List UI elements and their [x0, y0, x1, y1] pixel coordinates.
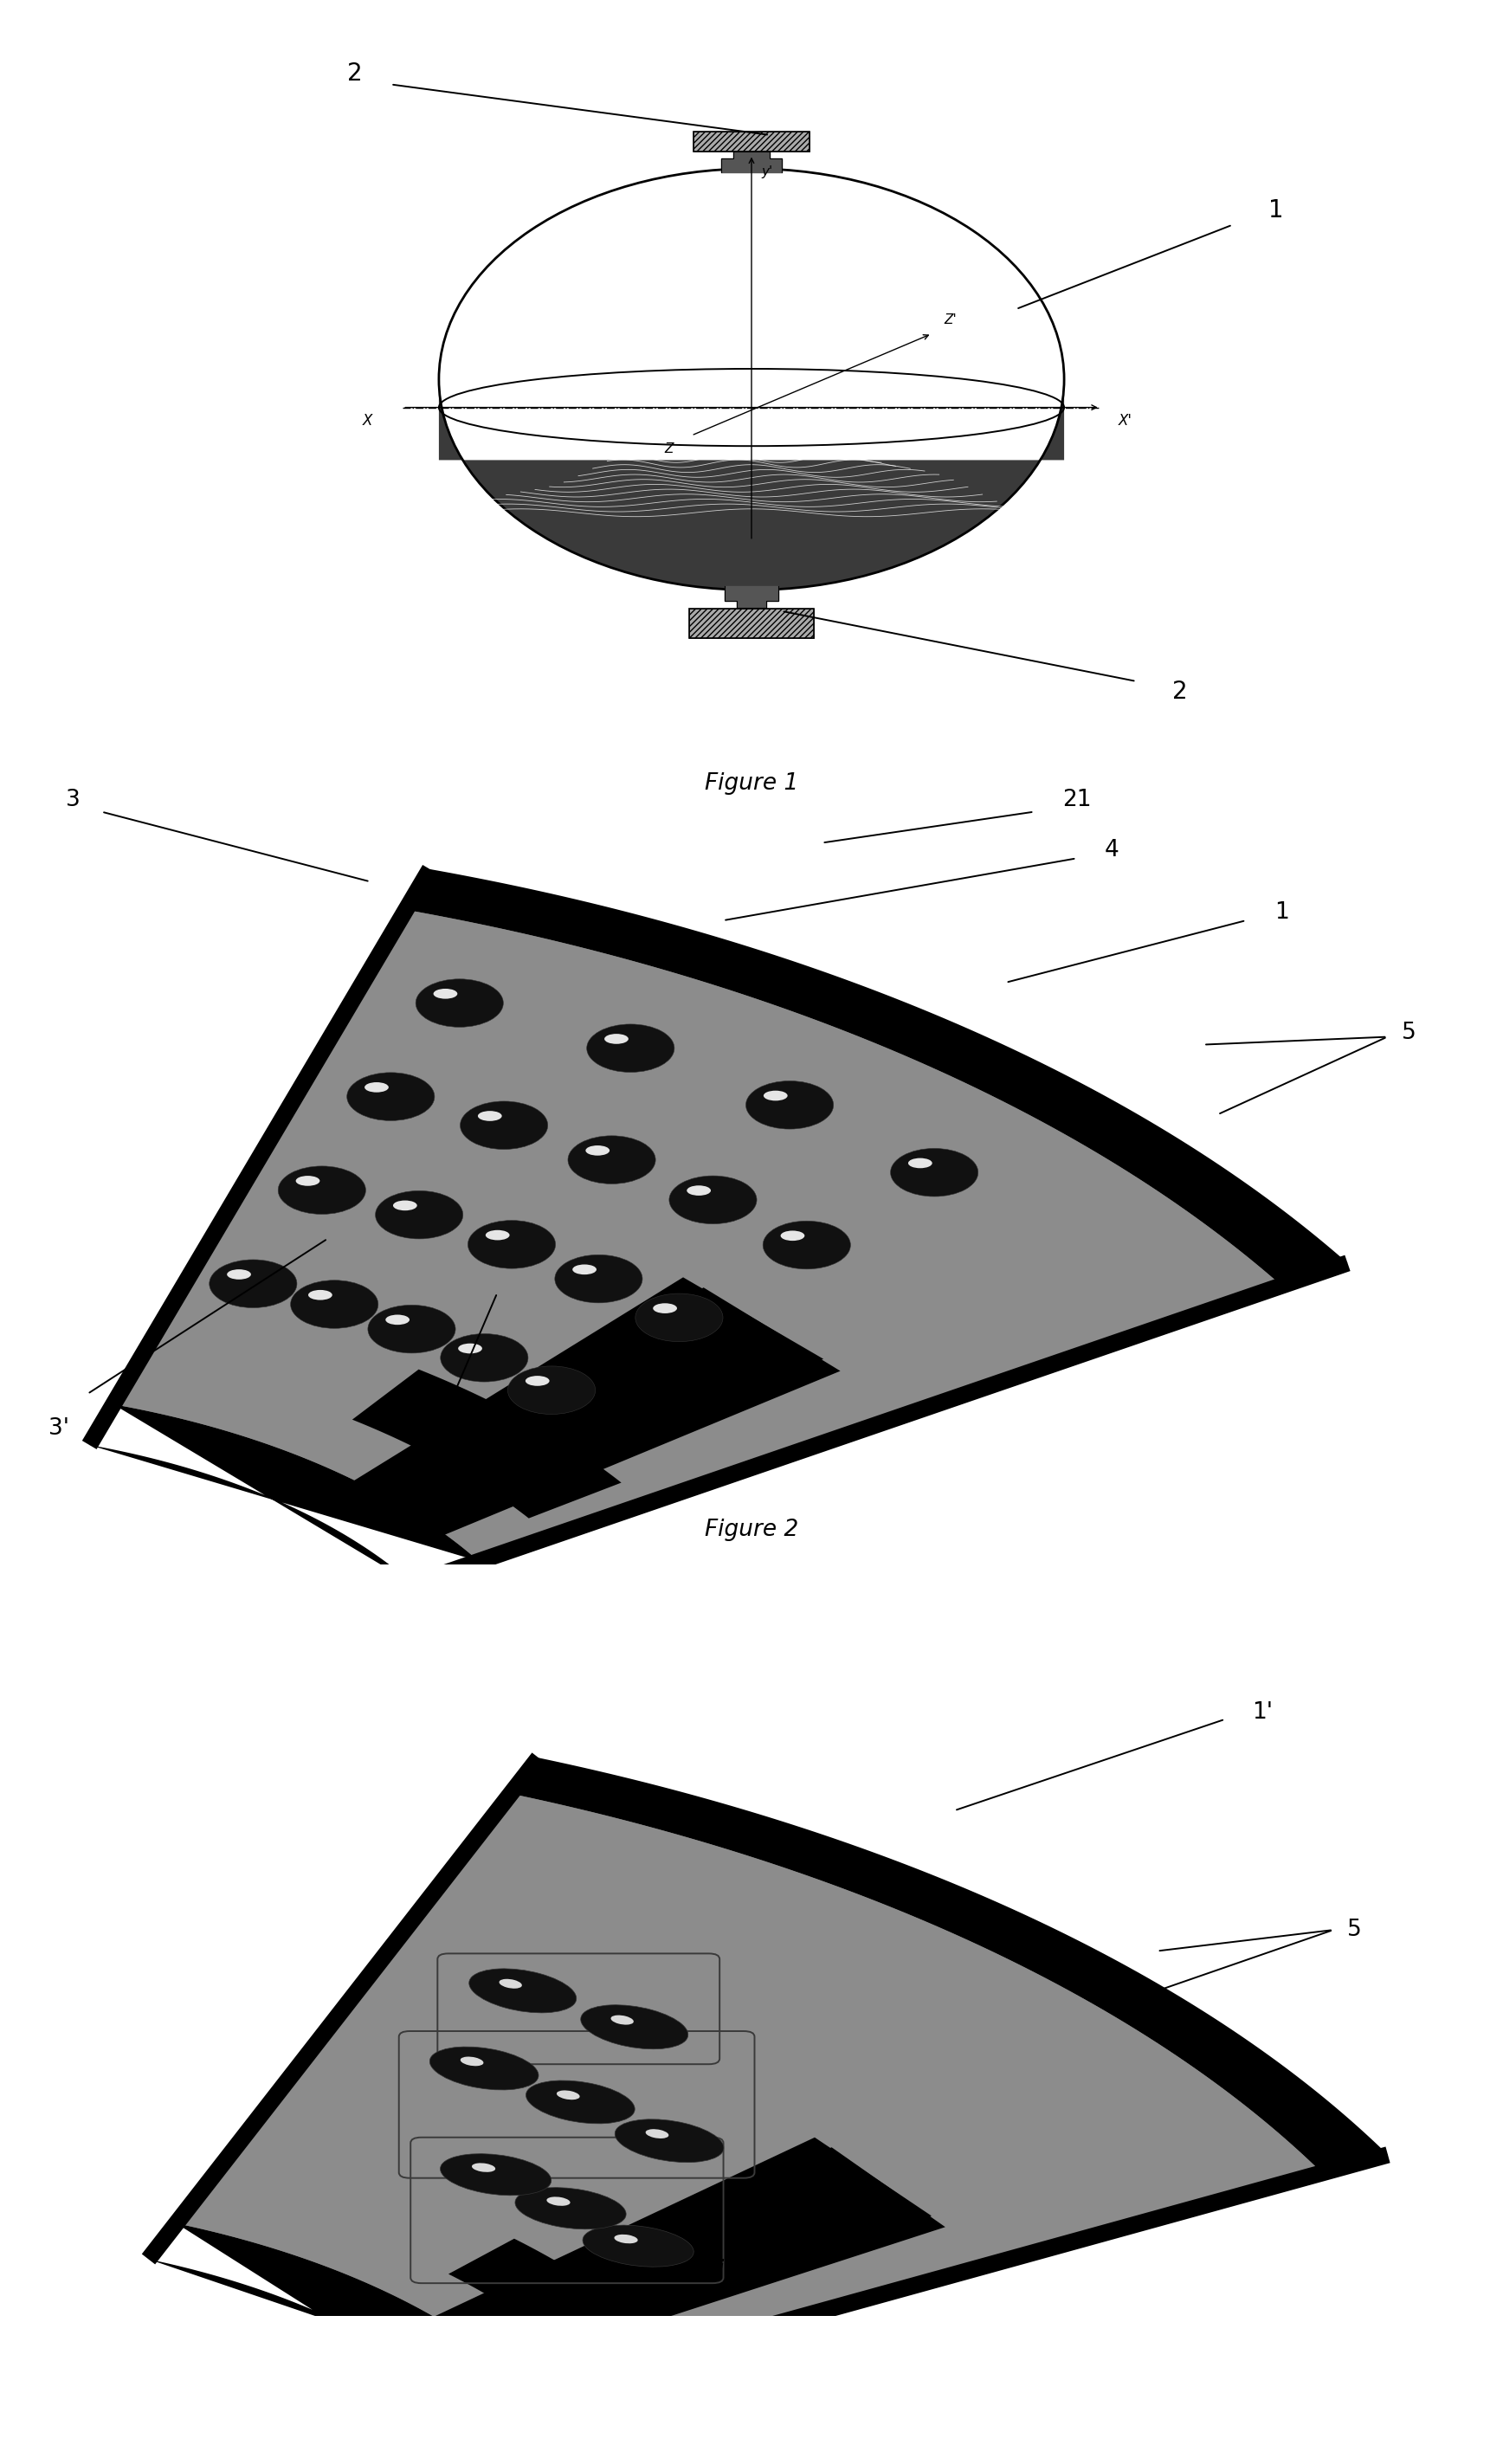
- Text: 21: 21: [1063, 788, 1091, 811]
- Text: 1: 1: [1275, 902, 1288, 924]
- Polygon shape: [721, 150, 782, 172]
- Ellipse shape: [458, 1343, 482, 1353]
- Polygon shape: [439, 379, 1064, 589]
- Text: 5: 5: [1347, 1919, 1362, 1942]
- Ellipse shape: [430, 2048, 538, 2089]
- Ellipse shape: [636, 1294, 723, 1343]
- Ellipse shape: [652, 1303, 676, 1313]
- Polygon shape: [347, 1289, 840, 1545]
- Ellipse shape: [460, 2057, 484, 2065]
- Ellipse shape: [499, 1979, 522, 1988]
- Ellipse shape: [615, 2235, 637, 2242]
- Ellipse shape: [416, 978, 504, 1027]
- Ellipse shape: [586, 1146, 610, 1156]
- Ellipse shape: [610, 2016, 634, 2025]
- Text: 22: 22: [412, 1449, 440, 1471]
- Ellipse shape: [478, 1111, 502, 1121]
- Text: 2: 2: [347, 62, 362, 86]
- Ellipse shape: [376, 1190, 463, 1239]
- Ellipse shape: [290, 1281, 379, 1328]
- Text: X': X': [1118, 414, 1132, 429]
- Ellipse shape: [386, 1316, 409, 1326]
- FancyBboxPatch shape: [688, 609, 815, 638]
- Text: y': y': [761, 165, 773, 177]
- Ellipse shape: [908, 1158, 932, 1168]
- Ellipse shape: [526, 2080, 634, 2124]
- Ellipse shape: [556, 2089, 580, 2099]
- Ellipse shape: [472, 2163, 496, 2173]
- Text: 1': 1': [1252, 1700, 1273, 1722]
- Polygon shape: [413, 2136, 932, 2370]
- Polygon shape: [511, 1757, 1387, 2173]
- Ellipse shape: [646, 2129, 669, 2139]
- Ellipse shape: [508, 1365, 595, 1414]
- Text: X: X: [362, 414, 373, 429]
- Ellipse shape: [227, 1269, 251, 1279]
- Ellipse shape: [368, 1306, 455, 1353]
- Text: 1: 1: [1269, 200, 1284, 222]
- Ellipse shape: [460, 1101, 547, 1148]
- Ellipse shape: [764, 1222, 851, 1269]
- Text: 2: 2: [1172, 680, 1187, 705]
- Ellipse shape: [669, 1175, 756, 1225]
- Text: Z: Z: [664, 444, 673, 456]
- Text: Figure 3: Figure 3: [705, 2259, 798, 2282]
- Polygon shape: [724, 586, 779, 609]
- Ellipse shape: [308, 1291, 332, 1301]
- FancyBboxPatch shape: [694, 131, 809, 150]
- Polygon shape: [176, 1794, 1323, 2390]
- Ellipse shape: [555, 1254, 642, 1303]
- Ellipse shape: [394, 1200, 416, 1210]
- Ellipse shape: [764, 1092, 788, 1101]
- Ellipse shape: [890, 1148, 978, 1198]
- Ellipse shape: [209, 1259, 298, 1308]
- Polygon shape: [352, 1370, 621, 1518]
- Text: Z': Z': [944, 313, 956, 328]
- Polygon shape: [149, 2223, 534, 2410]
- Ellipse shape: [440, 2154, 552, 2195]
- Ellipse shape: [580, 2006, 688, 2050]
- Ellipse shape: [526, 1375, 550, 1385]
- Text: 3: 3: [66, 788, 81, 811]
- Ellipse shape: [586, 1025, 675, 1072]
- Ellipse shape: [433, 988, 457, 998]
- Ellipse shape: [347, 1072, 434, 1121]
- Polygon shape: [424, 2146, 945, 2375]
- Text: 5: 5: [1401, 1023, 1416, 1045]
- Text: Figure 2: Figure 2: [705, 1518, 798, 1542]
- Ellipse shape: [440, 1333, 528, 1382]
- Polygon shape: [406, 870, 1348, 1286]
- Polygon shape: [113, 909, 1282, 1562]
- Ellipse shape: [745, 1082, 834, 1129]
- Ellipse shape: [687, 1185, 711, 1195]
- Ellipse shape: [615, 2119, 724, 2163]
- Text: 4: 4: [1105, 840, 1120, 862]
- Ellipse shape: [568, 1136, 655, 1183]
- Ellipse shape: [604, 1035, 628, 1045]
- Ellipse shape: [365, 1082, 389, 1092]
- Text: Figure 1: Figure 1: [705, 774, 798, 796]
- Ellipse shape: [278, 1165, 365, 1215]
- Ellipse shape: [583, 2225, 694, 2267]
- Ellipse shape: [780, 1230, 804, 1242]
- Ellipse shape: [485, 1230, 510, 1239]
- Ellipse shape: [469, 1969, 577, 2013]
- Polygon shape: [335, 1276, 824, 1538]
- Ellipse shape: [296, 1175, 320, 1185]
- Text: 3': 3': [48, 1417, 69, 1439]
- Polygon shape: [89, 1404, 479, 1584]
- Ellipse shape: [573, 1264, 597, 1274]
- Ellipse shape: [547, 2198, 570, 2205]
- Polygon shape: [448, 2240, 663, 2363]
- Ellipse shape: [516, 2188, 627, 2230]
- Ellipse shape: [467, 1220, 556, 1269]
